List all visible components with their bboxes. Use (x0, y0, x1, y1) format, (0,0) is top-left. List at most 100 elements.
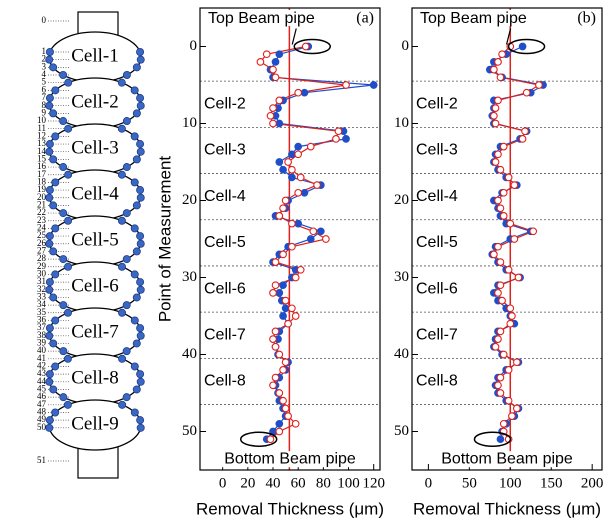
highlight (239, 431, 278, 447)
measure-dot (49, 247, 58, 256)
y-tick-label: 40 (394, 346, 409, 362)
measure-dot (136, 239, 145, 248)
cell-annotation: Cell-3 (204, 142, 246, 159)
data-point (288, 304, 296, 313)
data-point (279, 165, 287, 174)
point-label: 10 (37, 115, 47, 125)
measure-dot (51, 132, 60, 141)
data-point (332, 135, 340, 143)
data-point (504, 366, 513, 374)
data-point (271, 258, 280, 266)
point-label: 50 (37, 422, 47, 432)
data-point (494, 58, 502, 66)
y-tick-label: 50 (394, 423, 409, 439)
data-point (491, 119, 500, 128)
measure-dot (45, 377, 54, 386)
measure-dot (49, 109, 58, 118)
data-point (496, 435, 505, 444)
measure-dot (45, 285, 54, 294)
measure-dot (45, 331, 54, 340)
measure-dot (45, 48, 54, 57)
data-point (316, 227, 325, 236)
measure-dot (136, 101, 145, 110)
highlight (473, 431, 512, 447)
measure-dot (45, 232, 54, 241)
measure-dot (118, 308, 127, 317)
data-point (294, 188, 303, 197)
measure-dot (45, 186, 54, 195)
data-point (271, 327, 280, 336)
measure-dot (130, 270, 139, 279)
measure-dot (136, 147, 145, 156)
data-point (281, 404, 290, 413)
data-point (498, 50, 506, 59)
point-label: 5 (42, 77, 47, 87)
panel-label: (b) (577, 10, 596, 27)
measure-dot (132, 63, 141, 72)
measure-dot (59, 163, 68, 172)
y-tick-label: 10 (182, 115, 197, 131)
measure-dot (136, 324, 145, 333)
y-axis-label: Point of Measurement (155, 156, 174, 323)
data-point (490, 250, 498, 259)
data-point (491, 158, 500, 166)
measure-dot (132, 247, 141, 256)
data-point (269, 335, 277, 343)
measure-dot (63, 308, 72, 317)
point-label: 48 (37, 407, 47, 417)
x-axis-label: Removal Thickness (μm) (196, 499, 384, 518)
point-label: 27 (37, 245, 47, 255)
measure-dot (63, 354, 72, 363)
data-point (275, 389, 284, 397)
data-point (496, 327, 505, 336)
data-point (494, 196, 502, 205)
data-point (275, 158, 284, 166)
data-point (281, 358, 290, 367)
data-point (271, 73, 280, 82)
data-point (279, 250, 287, 259)
data-point (535, 81, 543, 89)
data-point (281, 304, 290, 313)
measure-dot (45, 147, 54, 156)
data-point (514, 273, 523, 282)
data-point (266, 435, 275, 444)
measure-dot (51, 362, 60, 371)
point-label: 31 (37, 276, 46, 286)
measure-dot (64, 216, 73, 225)
x-tick-label: 120 (362, 475, 385, 491)
bottom-label: Bottom Beam pipe (441, 450, 573, 467)
data-point (275, 350, 284, 359)
data-point (313, 181, 321, 189)
measure-dot (59, 301, 68, 310)
measure-dot (64, 170, 73, 179)
data-point (491, 104, 500, 112)
data-point (288, 150, 296, 159)
label-bg (437, 451, 577, 468)
data-point (275, 96, 284, 105)
data-point (294, 88, 303, 97)
data-point (271, 342, 280, 351)
point-label: 9 (42, 107, 47, 117)
data-point (494, 242, 502, 251)
data-point (275, 427, 284, 436)
measure-dot (122, 163, 131, 172)
data-point (269, 119, 277, 128)
data-point (512, 404, 521, 413)
measure-dot (49, 385, 58, 394)
y-tick-label: 40 (182, 346, 197, 362)
data-point (499, 142, 508, 151)
cell-label: Cell-7 (71, 321, 119, 342)
point-label: 6 (42, 84, 47, 94)
cell-label: Cell-8 (71, 367, 119, 388)
point-label: 30 (37, 268, 47, 278)
data-point (496, 373, 505, 382)
data-point (494, 381, 502, 390)
data-point (496, 165, 505, 174)
data-point (496, 281, 505, 290)
x-tick-label: 100 (499, 475, 522, 491)
series-line (489, 45, 545, 440)
measure-dot (45, 370, 54, 379)
measure-dot (45, 101, 54, 110)
data-point (522, 88, 531, 97)
measure-dot (59, 347, 68, 356)
